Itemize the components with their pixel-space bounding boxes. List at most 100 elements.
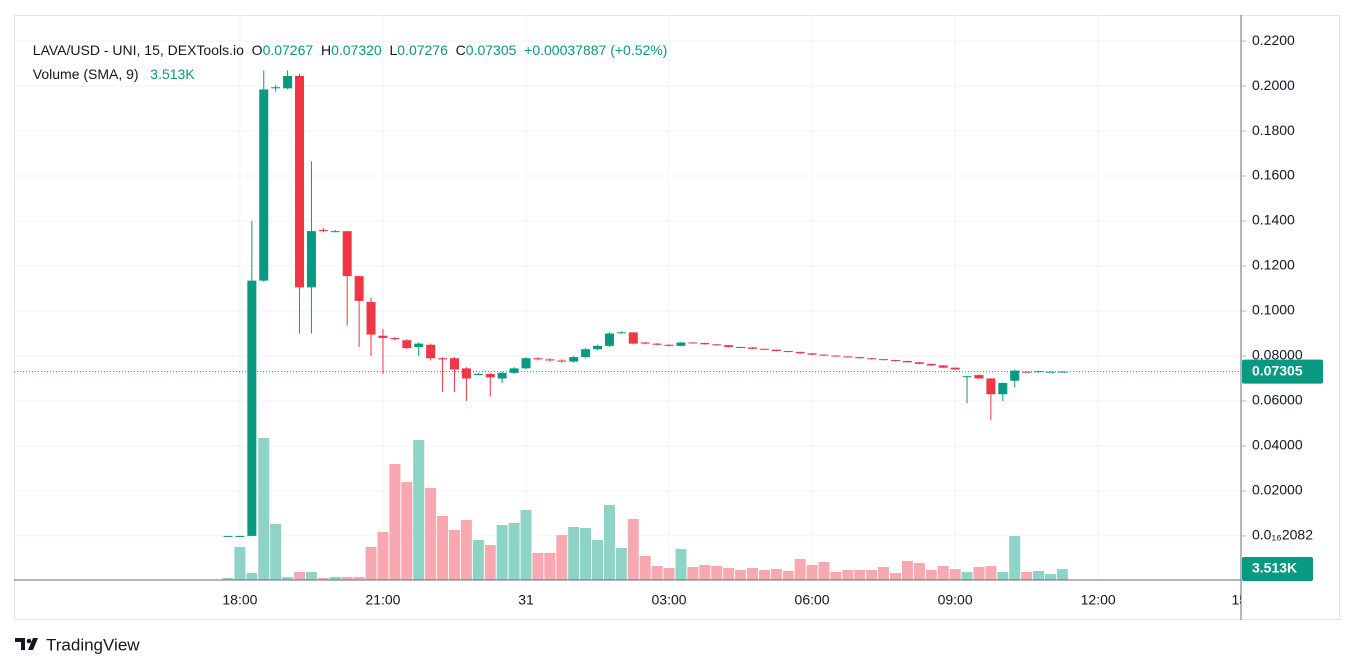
chart-frame xyxy=(14,15,1340,620)
candle-body xyxy=(926,363,936,366)
volume-bar xyxy=(818,562,830,580)
candle-body xyxy=(271,87,281,89)
volume-bar xyxy=(1009,536,1021,580)
candle-body xyxy=(628,332,638,344)
x-tick-label: 31 xyxy=(518,592,534,608)
candle-body xyxy=(235,535,245,537)
candle-pane xyxy=(14,70,1241,537)
volume-bar xyxy=(401,482,413,580)
candle-body xyxy=(950,367,960,370)
candle-body xyxy=(402,340,412,349)
volume-bar xyxy=(913,563,925,580)
candle-body xyxy=(497,372,507,379)
candle-body xyxy=(283,75,293,89)
candle-body xyxy=(485,373,495,378)
volume-bar xyxy=(699,565,711,580)
candle-body xyxy=(795,351,805,354)
candle-body xyxy=(902,360,912,363)
candle-body xyxy=(390,337,400,340)
volume-bar xyxy=(413,440,425,580)
candle-body xyxy=(1045,371,1055,373)
volume-bar xyxy=(556,535,568,580)
candle-body xyxy=(461,368,471,379)
x-tick-label: 06:00 xyxy=(795,592,830,608)
volume-bar xyxy=(568,527,580,580)
volume-bar xyxy=(723,568,735,580)
candle-body xyxy=(783,351,793,353)
candle-body xyxy=(724,345,734,347)
candle-body xyxy=(509,368,519,373)
candle-body xyxy=(986,378,996,395)
volume-bar xyxy=(1021,572,1033,580)
volume-bar xyxy=(842,570,854,580)
volume-bar xyxy=(448,530,460,580)
candle-body xyxy=(616,332,626,334)
last-price-label: 0.07305 xyxy=(1252,362,1303,378)
last-price-box xyxy=(1242,359,1323,384)
ohlc-label: O xyxy=(251,42,263,58)
candle-body xyxy=(366,301,376,335)
volume-bar xyxy=(365,547,377,580)
logo-mark xyxy=(28,638,38,650)
candle-body xyxy=(652,343,662,345)
candle-body xyxy=(449,358,459,370)
volume-bar xyxy=(675,549,687,580)
ohlc-label: C xyxy=(455,42,466,58)
volume-bar xyxy=(711,566,723,580)
candle-body xyxy=(533,358,543,360)
candle-body xyxy=(831,355,841,357)
volume-bar xyxy=(282,577,294,580)
y-tick-label: 0.1400 xyxy=(1252,212,1295,228)
y-tick-label: 0.04000 xyxy=(1252,437,1303,453)
grid xyxy=(14,15,1242,580)
legend-main: LAVA/USD - UNI, 15, DEXTools.io O0.07267… xyxy=(25,26,668,58)
y-tick-label: 0.1200 xyxy=(1252,257,1295,273)
y-tick-label: 0.2000 xyxy=(1252,77,1295,93)
candle-body xyxy=(223,535,233,537)
candle-body xyxy=(593,345,603,350)
volume-bar xyxy=(425,488,437,580)
candle-body xyxy=(545,359,555,361)
candle-body xyxy=(1022,371,1032,373)
volume-bar xyxy=(806,565,818,580)
volume-bar xyxy=(222,578,234,580)
volume-bar xyxy=(592,540,604,580)
volume-bar xyxy=(949,569,961,580)
volume-bar xyxy=(258,438,270,580)
volume-bar xyxy=(341,577,353,580)
candle-body xyxy=(604,333,614,346)
candle-body xyxy=(569,357,579,362)
volume-bar xyxy=(1044,574,1056,580)
symbol: LAVA/USD - UNI, 15, DEXTools.io xyxy=(32,42,244,58)
x-tick-label: 18:00 xyxy=(222,592,257,608)
volume-bar xyxy=(973,567,985,580)
ohlc-value: 0.07320 xyxy=(331,42,382,58)
volume-bar xyxy=(460,520,472,580)
candle-body xyxy=(700,342,710,345)
ohlc-label: L xyxy=(389,42,398,58)
candle-body xyxy=(438,358,448,360)
y-tick-label: 0.08000 xyxy=(1252,347,1303,363)
candle-body xyxy=(807,353,817,355)
candle-body xyxy=(843,356,853,358)
candle-body xyxy=(879,359,889,361)
volume-bar xyxy=(770,569,782,580)
candle-body xyxy=(855,357,865,359)
candle-body xyxy=(664,344,674,346)
candle-body xyxy=(747,347,757,349)
candle-body xyxy=(473,373,483,375)
y-tick-label: 0.02000 xyxy=(1252,482,1303,498)
candle-body xyxy=(1057,371,1067,373)
candle-body xyxy=(676,342,686,346)
volume-bar xyxy=(663,568,675,580)
volume-bar xyxy=(305,572,317,580)
candle-body xyxy=(306,231,316,288)
logo: TradingView xyxy=(15,635,140,654)
candle-body xyxy=(414,343,424,347)
x-tick-label: 03:00 xyxy=(652,592,687,608)
volume-bar xyxy=(329,577,341,580)
candle-body xyxy=(938,365,948,368)
y-tick-label: 0.1600 xyxy=(1252,167,1295,183)
volume-box xyxy=(1242,557,1313,582)
volume-bar xyxy=(997,572,1009,580)
